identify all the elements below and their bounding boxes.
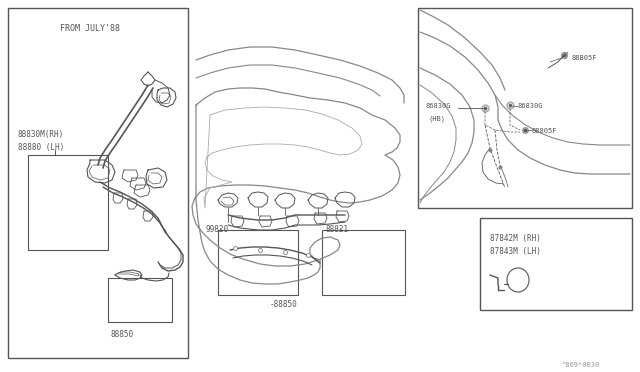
Text: 88830M(RH): 88830M(RH) <box>18 130 64 139</box>
Bar <box>322 230 405 295</box>
Text: 86830G: 86830G <box>518 103 543 109</box>
Text: (HB): (HB) <box>428 115 445 122</box>
Text: 88B05F: 88B05F <box>572 55 598 61</box>
Text: 86830G: 86830G <box>425 103 451 109</box>
Bar <box>418 8 632 208</box>
Bar <box>108 278 172 322</box>
Text: 99820: 99820 <box>205 225 228 234</box>
Text: -88850: -88850 <box>270 300 298 309</box>
Text: 88805F: 88805F <box>532 128 557 134</box>
Bar <box>218 230 298 295</box>
Bar <box>28 155 108 250</box>
Text: ^869*0030: ^869*0030 <box>562 362 600 368</box>
Text: 88850: 88850 <box>111 330 134 339</box>
Bar <box>480 218 632 310</box>
Text: 88880 (LH): 88880 (LH) <box>18 143 64 152</box>
Text: 87843M (LH): 87843M (LH) <box>490 247 541 256</box>
Text: FROM JULY'88: FROM JULY'88 <box>60 24 120 33</box>
Bar <box>8 8 188 358</box>
Text: 87842M (RH): 87842M (RH) <box>490 234 541 243</box>
Text: 88821: 88821 <box>325 225 348 234</box>
